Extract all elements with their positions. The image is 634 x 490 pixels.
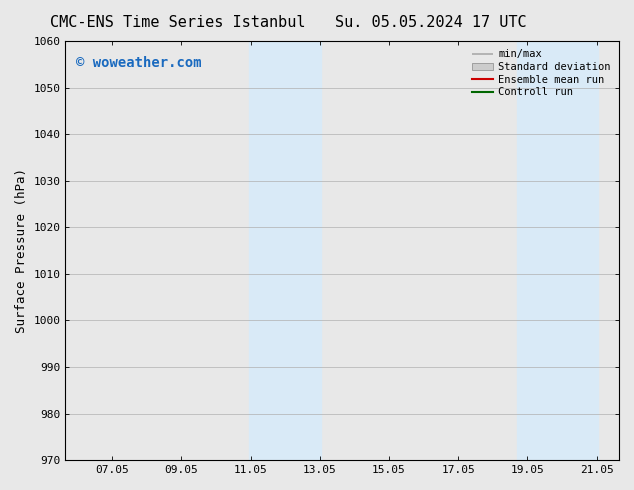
Legend: min/max, Standard deviation, Ensemble mean run, Controll run: min/max, Standard deviation, Ensemble me… (469, 46, 614, 100)
Y-axis label: Surface Pressure (hPa): Surface Pressure (hPa) (15, 168, 28, 333)
Text: © woweather.com: © woweather.com (77, 56, 202, 70)
Bar (249, 41, 321, 460)
Text: Su. 05.05.2024 17 UTC: Su. 05.05.2024 17 UTC (335, 15, 527, 30)
Bar (517, 41, 598, 460)
Text: CMC-ENS Time Series Istanbul: CMC-ENS Time Series Istanbul (50, 15, 305, 30)
